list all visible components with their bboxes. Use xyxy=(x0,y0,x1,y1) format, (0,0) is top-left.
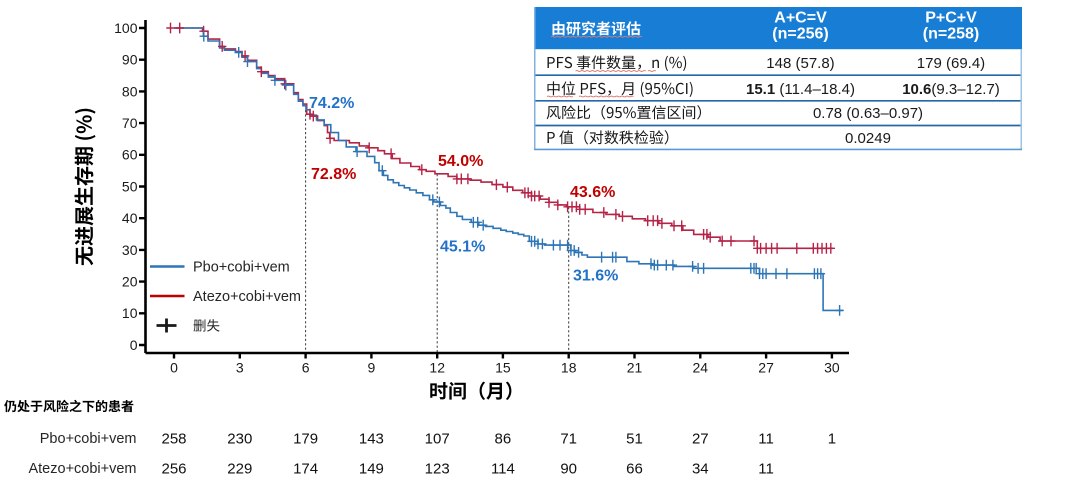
svg-text:Pbo+cobi+vem: Pbo+cobi+vem xyxy=(40,431,137,447)
svg-text:30: 30 xyxy=(824,360,840,376)
svg-text:15.1 (11.4–18.4): 15.1 (11.4–18.4) xyxy=(746,81,855,98)
svg-text:9: 9 xyxy=(368,360,376,376)
svg-text:256: 256 xyxy=(161,461,186,478)
svg-text:229: 229 xyxy=(227,461,252,478)
svg-text:Atezo+cobi+vem: Atezo+cobi+vem xyxy=(28,461,136,477)
svg-text:3: 3 xyxy=(236,360,244,376)
svg-text:11: 11 xyxy=(758,461,774,478)
svg-text:A+C=V: A+C=V xyxy=(774,10,827,27)
svg-text:24: 24 xyxy=(693,360,709,376)
svg-text:50: 50 xyxy=(122,178,138,194)
svg-text:15: 15 xyxy=(495,360,511,376)
svg-text:(n=258): (n=258) xyxy=(923,26,979,43)
svg-text:18: 18 xyxy=(561,360,577,376)
svg-text:31.6%: 31.6% xyxy=(573,268,618,285)
svg-text:11: 11 xyxy=(758,431,774,448)
svg-text:Pbo+cobi+vem: Pbo+cobi+vem xyxy=(193,260,290,276)
svg-text:100: 100 xyxy=(114,20,138,36)
svg-text:71: 71 xyxy=(560,431,577,448)
svg-text:258: 258 xyxy=(161,431,186,448)
svg-text:149: 149 xyxy=(359,461,384,478)
svg-text:143: 143 xyxy=(359,431,384,448)
svg-text:34: 34 xyxy=(692,461,709,478)
svg-text:179: 179 xyxy=(293,431,318,448)
svg-text:27: 27 xyxy=(692,431,709,448)
svg-text:114: 114 xyxy=(491,461,515,478)
svg-text:0: 0 xyxy=(130,337,138,353)
svg-text:45.1%: 45.1% xyxy=(440,239,485,256)
svg-text:230: 230 xyxy=(227,431,252,448)
svg-text:21: 21 xyxy=(627,360,643,376)
svg-text:0.78 (0.63–0.97): 0.78 (0.63–0.97) xyxy=(813,105,923,122)
svg-text:90: 90 xyxy=(560,461,577,478)
svg-text:Atezo+cobi+vem: Atezo+cobi+vem xyxy=(193,289,301,305)
svg-text:P+C+V: P+C+V xyxy=(925,10,977,27)
svg-text:174: 174 xyxy=(293,461,318,478)
svg-text:86: 86 xyxy=(495,431,512,448)
svg-text:107: 107 xyxy=(425,431,450,448)
svg-text:(n=256): (n=256) xyxy=(772,26,828,43)
svg-text:74.2%: 74.2% xyxy=(309,95,354,112)
svg-text:20: 20 xyxy=(122,274,138,290)
svg-text:10: 10 xyxy=(122,305,138,321)
svg-text:40: 40 xyxy=(122,210,138,226)
svg-text:12: 12 xyxy=(429,360,445,376)
svg-text:148 (57.8): 148 (57.8) xyxy=(766,55,834,72)
svg-text:30: 30 xyxy=(122,242,138,258)
svg-text:54.0%: 54.0% xyxy=(438,153,483,170)
svg-text:60: 60 xyxy=(122,147,138,163)
svg-text:70: 70 xyxy=(122,115,138,131)
svg-text:80: 80 xyxy=(122,83,138,99)
svg-text:179 (69.4): 179 (69.4) xyxy=(917,55,985,72)
svg-text:43.6%: 43.6% xyxy=(570,184,615,201)
svg-text:66: 66 xyxy=(626,461,643,478)
svg-text:72.8%: 72.8% xyxy=(311,166,356,183)
svg-text:51: 51 xyxy=(626,431,643,448)
svg-text:10.6(9.3–12.7): 10.6(9.3–12.7) xyxy=(902,81,1000,98)
svg-text:27: 27 xyxy=(758,360,774,376)
svg-text:0.0249: 0.0249 xyxy=(845,130,891,147)
svg-text:1: 1 xyxy=(828,431,836,448)
svg-text:6: 6 xyxy=(302,360,310,376)
svg-text:90: 90 xyxy=(122,52,138,68)
svg-text:0: 0 xyxy=(170,360,178,376)
svg-text:123: 123 xyxy=(425,461,450,478)
